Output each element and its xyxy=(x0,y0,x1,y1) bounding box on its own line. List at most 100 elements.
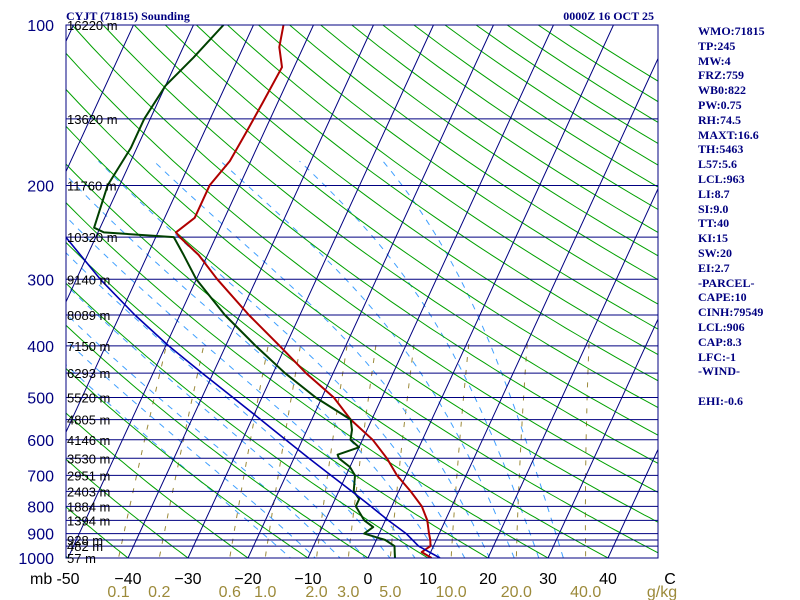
index-item: L57:5.6 xyxy=(698,157,737,172)
isotherm-line xyxy=(66,25,254,434)
pressure-tick-label: 600 xyxy=(27,433,54,450)
height-label: 5520 m xyxy=(67,391,110,406)
mixing-ratio-label: 0.2 xyxy=(148,584,170,600)
temperature-tick-label: 40 xyxy=(599,571,617,588)
moist-adiabat xyxy=(66,215,416,558)
pressure-tick-label: 100 xyxy=(27,18,54,35)
mixing-ratio-label: 10.0 xyxy=(436,584,467,600)
height-label: 57 m xyxy=(67,551,96,566)
isobars xyxy=(66,25,658,558)
index-item: KI:15 xyxy=(698,231,728,246)
pressure-tick-label: 500 xyxy=(27,391,54,408)
index-item: TH:5463 xyxy=(698,142,744,157)
mixing-ratio-label: 5.0 xyxy=(379,584,401,600)
height-label: 482 m xyxy=(67,539,103,554)
height-label: 2951 m xyxy=(67,468,110,483)
height-label: 928 m xyxy=(67,533,103,548)
dry-adiabat xyxy=(66,324,369,558)
index-item: -PARCEL- xyxy=(698,275,755,290)
mixing-ratio-line xyxy=(117,339,169,558)
index-item: EHI:-0.6 xyxy=(698,393,743,408)
temperature-line xyxy=(174,25,433,558)
moist-adiabat xyxy=(153,160,491,558)
mixing-ratio-label: 3.0 xyxy=(337,584,359,600)
dry-adiabat xyxy=(66,367,309,558)
isotherm-line xyxy=(67,25,314,558)
dry-adiabat xyxy=(66,412,249,558)
temperature-tick-label: −30 xyxy=(174,571,201,588)
index-item: LFC:-1 xyxy=(698,349,736,364)
mixing-ratio-label: 20.0 xyxy=(501,584,532,600)
isotherm-line xyxy=(66,25,194,303)
index-item: MAXT:16.6 xyxy=(698,127,759,142)
height-label: 1884 m xyxy=(67,499,110,514)
pressure-tick-label: 300 xyxy=(27,272,54,289)
index-item: RH:74.5 xyxy=(698,112,741,127)
mixing-ratio-label: 0.6 xyxy=(219,584,241,600)
temperature-tick-label: -50 xyxy=(56,571,79,588)
isotherm-line xyxy=(127,25,374,558)
temperature-tick-label: 30 xyxy=(539,571,557,588)
mixing-ratio-labels: 0.1 0.2 0.6 1.0 2.0 3.0 5.0 10.0 20.0 40.0 g/kg xyxy=(107,584,677,600)
temperature-tick-label: C xyxy=(664,571,676,588)
height-label: 13620 m xyxy=(67,112,118,127)
mixing-ratio-label: 40.0 xyxy=(570,584,601,600)
height-label: 1394 m xyxy=(67,513,110,528)
moist-adiabats xyxy=(66,160,564,558)
moist-adiabat xyxy=(220,160,515,558)
dry-adiabat xyxy=(66,241,489,558)
height-label: 3530 m xyxy=(67,451,110,466)
mixing-ratio-label: 2.0 xyxy=(305,584,327,600)
height-label: 7150 m xyxy=(67,339,110,354)
moist-adiabat xyxy=(299,160,540,558)
moist-adiabat xyxy=(98,160,466,558)
index-item: MW:4 xyxy=(698,53,731,68)
pressure-tick-label: 700 xyxy=(27,468,54,485)
temperature-tick-label: −20 xyxy=(234,571,261,588)
parcel-line xyxy=(66,235,441,558)
moist-adiabat xyxy=(66,284,366,558)
index-item: FRZ:759 xyxy=(698,68,744,83)
mixing-ratio-label: 1.0 xyxy=(254,584,276,600)
moist-adiabat xyxy=(66,313,341,558)
chart-title: CYJT (71815) Sounding xyxy=(66,9,190,23)
dry-adiabat xyxy=(66,458,189,558)
isotherm-line xyxy=(247,25,494,558)
temperature-labels: -50 −40 −30 −20 −10 0 10 20 30 40 C xyxy=(56,571,675,588)
height-label: 16220 m xyxy=(67,18,118,33)
isotherm-line xyxy=(187,25,434,558)
pressure-tick-label: 400 xyxy=(27,339,54,356)
height-label: 4805 m xyxy=(67,413,110,428)
index-item: -WIND- xyxy=(698,364,740,379)
pressure-tick-label: 200 xyxy=(27,178,54,195)
index-item: PW:0.75 xyxy=(698,97,742,112)
height-label: 6293 m xyxy=(67,366,110,381)
moist-adiabat xyxy=(382,160,564,558)
dry-adiabat xyxy=(66,506,129,558)
height-label: 9140 m xyxy=(67,272,110,287)
moist-adiabat xyxy=(66,339,316,558)
mixing-ratio-label: g/kg xyxy=(647,584,677,600)
height-label: 10320 m xyxy=(67,230,118,245)
index-item: SI:9.0 xyxy=(698,201,729,216)
temperature-tick-label: −10 xyxy=(294,571,321,588)
index-item: LCL:963 xyxy=(698,171,745,186)
index-item: LI:8.7 xyxy=(698,186,730,201)
isotherm-line xyxy=(427,57,658,558)
moist-adiabat xyxy=(66,252,391,558)
pressure-tick-label: 1000 xyxy=(18,551,54,568)
plot-frame xyxy=(65,24,659,559)
isotherm-line xyxy=(307,25,554,558)
dry-adiabat xyxy=(66,282,429,558)
sounding-indices: WMO:71815 TP:245 MW:4 FRZ:759 WB0:822 PW:0.75… xyxy=(698,24,765,409)
isotherm-line xyxy=(607,448,658,558)
index-item: SW:20 xyxy=(698,245,733,260)
moist-adiabat xyxy=(66,174,441,558)
mixing-ratio-label: 0.1 xyxy=(107,584,129,600)
height-label: 4146 m xyxy=(67,433,110,448)
height-label: 8089 m xyxy=(67,308,110,323)
sounding-series xyxy=(66,25,441,558)
